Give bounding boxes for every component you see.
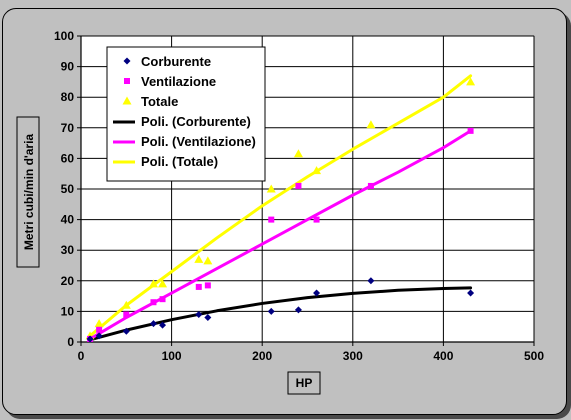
data-point	[86, 335, 94, 343]
data-point	[466, 77, 476, 86]
data-point	[293, 149, 303, 158]
y-tick-label: 50	[61, 182, 75, 196]
legend-entry: Poli. (Corburente)	[141, 114, 251, 129]
data-point	[204, 314, 212, 322]
scatter-chart: 0 10 20 30 40 50 60 70 80 90 100 0 100 200 300 400 500 M…	[16, 29, 544, 395]
data-point	[95, 332, 103, 340]
y-tick-label: 40	[61, 213, 75, 227]
data-point	[194, 254, 204, 263]
data-point	[313, 289, 321, 297]
data-point	[312, 166, 322, 175]
data-point	[150, 299, 157, 306]
data-point	[121, 300, 131, 309]
legend-box	[106, 46, 266, 182]
trendline	[88, 286, 473, 342]
legend-entry: Ventilazione	[141, 74, 216, 89]
legend-entry: Poli. (Ventilazione)	[141, 134, 256, 149]
tick-labels: 0 10 20 30 40 50 60 70 80 90 100 0 100 200 300 400 500	[54, 29, 544, 363]
x-tick-label: 300	[343, 349, 363, 363]
legend: Corburente Ventilazione Totale Poli. (Corbu…	[106, 46, 266, 182]
chart-area: 0 10 20 30 40 50 60 70 80 90 100 0 100 200 300 400 500 M…	[2, 8, 567, 415]
data-point	[467, 289, 475, 297]
data-point	[204, 282, 211, 289]
data-point	[267, 307, 275, 315]
data-point	[195, 283, 202, 290]
legend-marker	[122, 96, 132, 105]
data-point	[266, 184, 276, 193]
data-point	[367, 182, 374, 189]
y-axis-label: Metri cubi/min d'aria	[22, 134, 36, 251]
legend-entry: Totale	[141, 94, 178, 109]
data-point	[159, 296, 166, 303]
data-points	[85, 77, 476, 343]
x-tick-label: 100	[162, 349, 182, 363]
data-point	[366, 120, 376, 129]
x-tick-label: 500	[524, 349, 544, 363]
y-tick-label: 90	[61, 60, 75, 74]
data-point	[148, 279, 158, 288]
data-point	[158, 279, 168, 288]
data-point	[123, 311, 130, 318]
x-tick-label: 400	[433, 349, 453, 363]
data-point	[203, 256, 213, 265]
trendline	[88, 74, 473, 338]
y-tick-label: 80	[61, 90, 75, 104]
data-point	[94, 319, 104, 328]
data-point	[313, 216, 320, 223]
data-point	[159, 321, 167, 329]
legend-entry: Poli. (Totale)	[141, 154, 218, 169]
data-point	[295, 182, 302, 189]
y-tick-label: 100	[54, 29, 74, 43]
data-point	[367, 277, 375, 285]
data-point	[268, 216, 275, 223]
data-point	[122, 327, 130, 335]
data-point	[294, 306, 302, 314]
y-tick-label: 70	[61, 121, 75, 135]
axes	[77, 35, 535, 346]
y-axis-title: Metri cubi/min d'aria	[16, 116, 40, 268]
trendlines	[88, 74, 473, 342]
legend-entry: Corburente	[141, 54, 211, 69]
data-point	[195, 310, 203, 318]
trendline	[88, 129, 473, 341]
y-tick-label: 10	[61, 304, 75, 318]
legend-marker	[124, 78, 130, 84]
x-axis-label: HP	[296, 376, 313, 390]
x-axis-title: HP	[287, 371, 321, 395]
data-point	[467, 127, 474, 134]
data-point	[96, 326, 103, 333]
y-tick-label: 30	[61, 243, 75, 257]
x-tick-label: 200	[252, 349, 272, 363]
data-point	[149, 320, 157, 328]
x-tick-label: 0	[78, 349, 85, 363]
y-tick-label: 60	[61, 151, 75, 165]
y-tick-label: 0	[67, 335, 74, 349]
legend-marker	[123, 57, 131, 65]
y-tick-label: 20	[61, 274, 75, 288]
